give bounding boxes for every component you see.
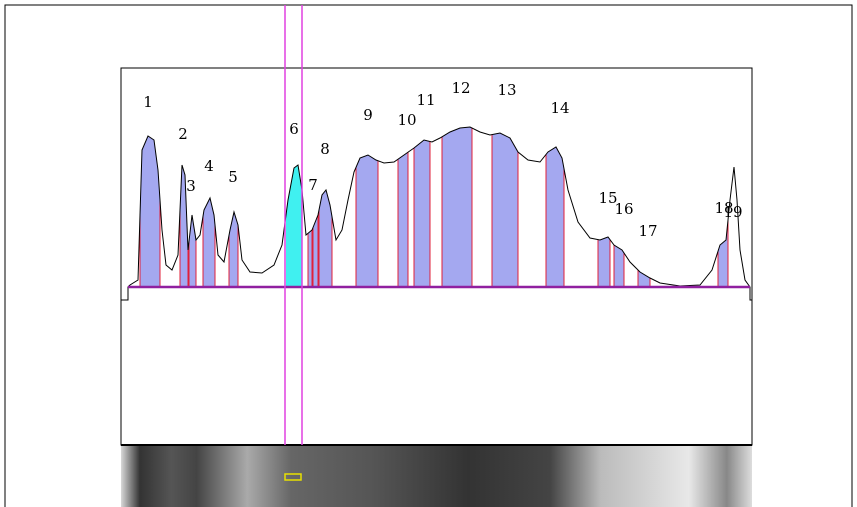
peak-label: 10 (397, 111, 416, 129)
lane-image (121, 445, 752, 507)
peak-label: 2 (178, 125, 188, 143)
peak-label: 16 (614, 200, 633, 218)
peak-label: 4 (204, 157, 214, 175)
peak-label: 7 (308, 176, 318, 194)
peak-label: 5 (228, 168, 238, 186)
peak-label: 14 (550, 99, 569, 117)
peak-label: 19 (723, 203, 742, 221)
peak-label: 13 (497, 81, 516, 99)
peak-label: 12 (451, 79, 470, 97)
peak-label: 6 (289, 120, 299, 138)
peak-label: 8 (320, 140, 330, 158)
peak-label: 9 (363, 106, 373, 124)
peak-label: 11 (416, 91, 435, 109)
plot-box (121, 68, 752, 445)
peak-label: 1 (143, 93, 153, 111)
densitometry-view: 1 2 3 4 5 6 7 8 9 10 11 12 13 14 15 16 1… (0, 0, 857, 507)
peak-label: 17 (638, 222, 657, 240)
peak-label: 3 (186, 177, 196, 195)
